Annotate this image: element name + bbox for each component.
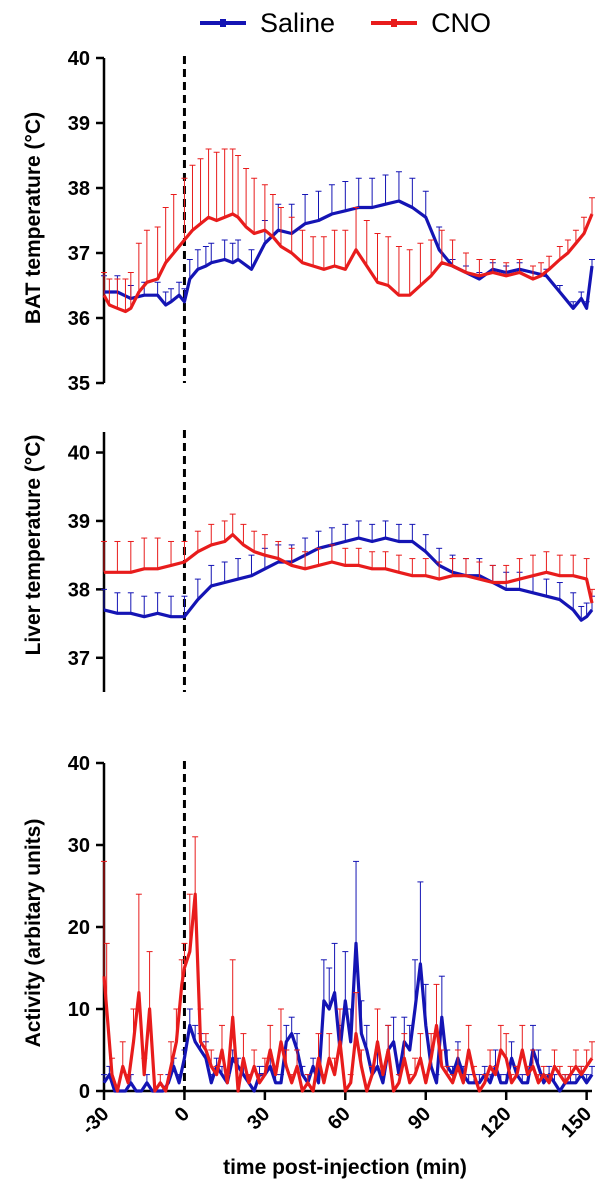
- x-tick-label: 60: [324, 1103, 355, 1134]
- activity-y-tick-label: 20: [68, 917, 90, 939]
- liver-ylabel: Liver temperature (°C): [22, 434, 45, 656]
- activity-cno-line: [102, 892, 594, 1093]
- bat-y-tick-label: 37: [68, 243, 90, 265]
- bat-cno-line: [102, 212, 594, 314]
- bat-series-saline: [101, 171, 595, 310]
- x-tick-label: -30: [78, 1103, 114, 1139]
- bat-series-cno: [101, 148, 595, 314]
- liver-y-tick-label: 37: [68, 648, 90, 670]
- x-tick-label: 0: [171, 1103, 194, 1126]
- legend-item-saline: Saline: [200, 8, 335, 39]
- liver-y-tick-label: 40: [68, 443, 90, 465]
- bat-y-tick-label: 35: [68, 373, 90, 395]
- activity-y-tick-label: 10: [68, 999, 90, 1021]
- legend-label-saline: Saline: [260, 7, 336, 38]
- liver-y-tick-label: 38: [68, 579, 90, 601]
- activity-saline-line: [102, 941, 594, 1093]
- bat-y-tick-label: 40: [68, 48, 90, 70]
- bat-y-tick-label: 38: [68, 178, 90, 200]
- x-tick-label: 30: [243, 1103, 274, 1134]
- bat-ylabel: BAT temperature (°C): [22, 111, 45, 325]
- legend: Saline CNO: [200, 8, 527, 38]
- legend-label-cno: CNO: [431, 7, 492, 38]
- activity-y-tick-label: 30: [68, 835, 90, 857]
- liver-panel: 37 38 39 40: [68, 430, 595, 692]
- liver-series-cno: [101, 513, 595, 604]
- x-tick-label: 120: [477, 1103, 516, 1142]
- liver-y-tick-label: 39: [68, 511, 90, 533]
- activity-series-cno: [101, 836, 595, 1093]
- legend-swatch-cno: [371, 19, 418, 27]
- bat-panel: 35 36 37 38 39 40: [68, 48, 595, 395]
- x-axis-label: time post-injection (min): [223, 1156, 467, 1179]
- bat-y-tick-label: 36: [68, 308, 90, 330]
- liver-series-saline: [101, 520, 595, 622]
- bat-saline-line: [104, 199, 594, 310]
- x-tick-label: 150: [557, 1103, 596, 1142]
- bat-y-tick-label: 39: [68, 113, 90, 135]
- liver-cno-line: [104, 532, 594, 604]
- activity-ylabel: Activity (arbitary units): [22, 818, 45, 1048]
- legend-item-cno: CNO: [371, 8, 491, 39]
- legend-swatch-saline: [200, 19, 246, 27]
- liver-saline-line: [103, 536, 594, 622]
- x-tick-label: 90: [404, 1103, 435, 1134]
- activity-y-tick-label: 40: [68, 753, 90, 775]
- activity-y-tick-label: 0: [79, 1081, 90, 1103]
